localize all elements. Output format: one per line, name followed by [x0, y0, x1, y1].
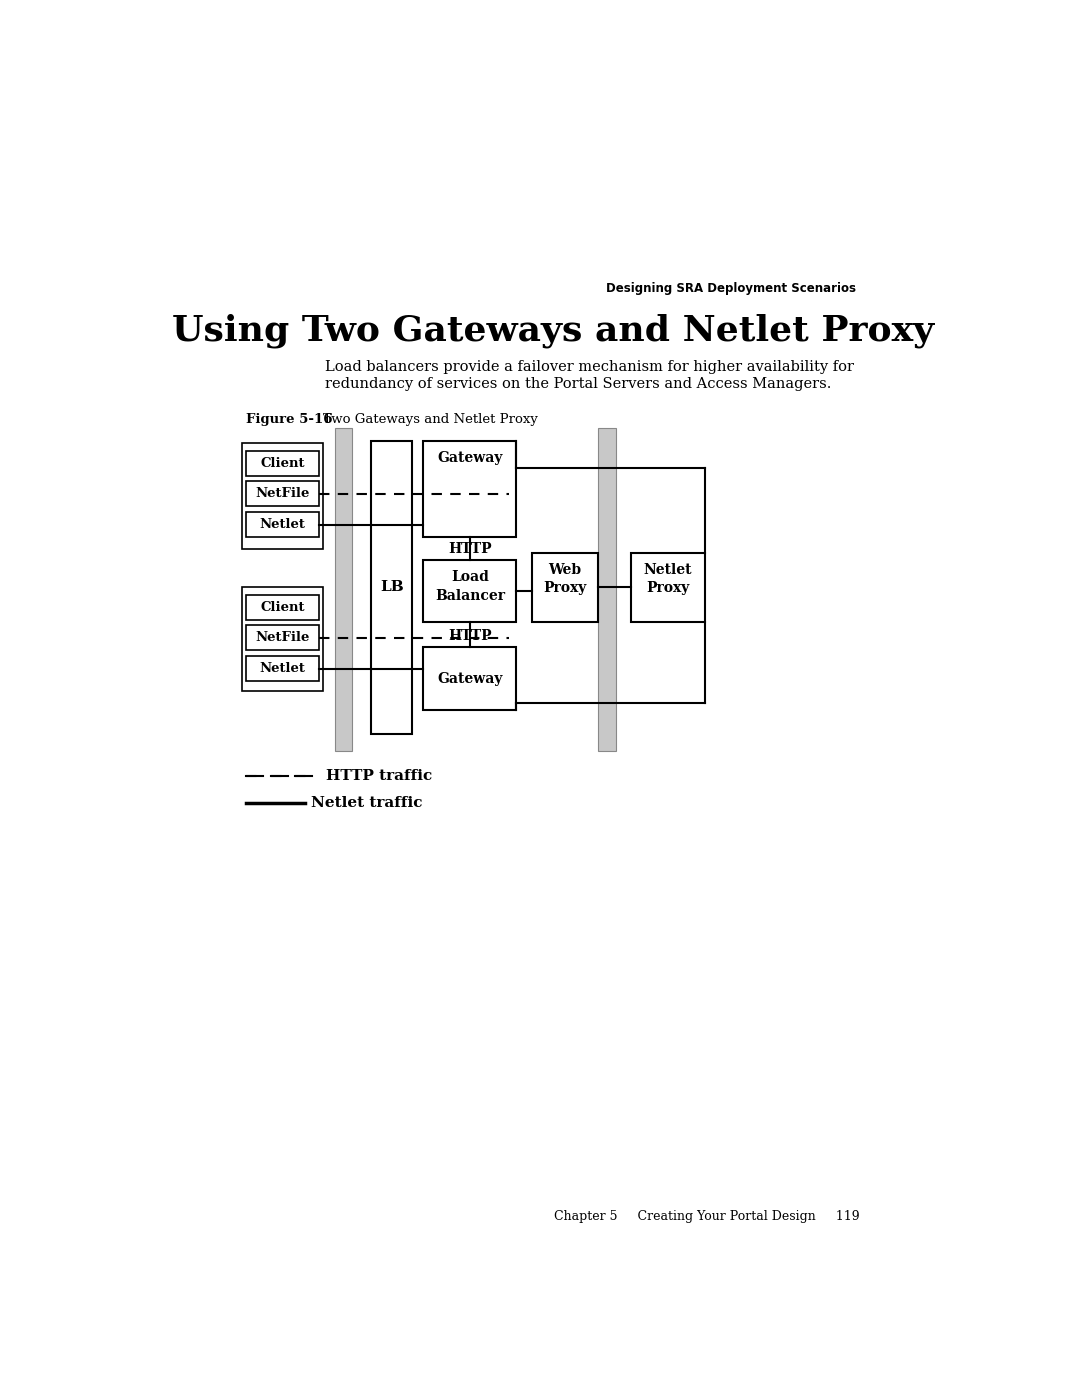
Bar [372, 441, 413, 733]
Text: Load balancers provide a failover mechanism for higher availability for: Load balancers provide a failover mechan… [325, 360, 854, 374]
Text: Web: Web [549, 563, 582, 577]
Text: Proxy: Proxy [646, 581, 689, 595]
Text: Netlet: Netlet [259, 662, 306, 675]
Text: NetFile: NetFile [256, 631, 310, 644]
Text: Balancer: Balancer [435, 588, 504, 602]
Bar [335, 427, 352, 752]
Text: Load: Load [450, 570, 489, 584]
Bar [246, 481, 320, 507]
Bar [531, 553, 598, 622]
Text: Designing SRA Deployment Scenarios: Designing SRA Deployment Scenarios [606, 282, 855, 295]
Text: LB: LB [380, 580, 404, 594]
Bar [246, 511, 320, 538]
Text: Two Gateways and Netlet Proxy: Two Gateways and Netlet Proxy [323, 412, 538, 426]
Bar [242, 443, 323, 549]
Text: Gateway: Gateway [437, 451, 502, 465]
Text: HTTP: HTTP [448, 629, 491, 643]
Bar [423, 647, 516, 711]
Text: Proxy: Proxy [543, 581, 586, 595]
Bar [246, 595, 320, 620]
Bar [631, 553, 704, 622]
Text: Gateway: Gateway [437, 672, 502, 686]
Bar [242, 587, 323, 692]
Text: redundancy of services on the Portal Servers and Access Managers.: redundancy of services on the Portal Ser… [325, 377, 832, 391]
Bar [246, 624, 320, 651]
Text: Chapter 5     Creating Your Portal Design     119: Chapter 5 Creating Your Portal Design 11… [554, 1210, 860, 1222]
Text: HTTP: HTTP [448, 542, 491, 556]
Text: NetFile: NetFile [256, 488, 310, 500]
Bar [423, 441, 516, 538]
Bar [598, 427, 616, 752]
Text: Using Two Gateways and Netlet Proxy: Using Two Gateways and Netlet Proxy [173, 314, 934, 348]
Text: Netlet: Netlet [644, 563, 692, 577]
Bar [246, 451, 320, 475]
Text: Client: Client [260, 601, 305, 613]
Text: Netlet: Netlet [259, 518, 306, 531]
Text: Figure 5-16: Figure 5-16 [246, 412, 333, 426]
Text: Netlet traffic: Netlet traffic [311, 796, 422, 810]
Text: Client: Client [260, 457, 305, 469]
Text: HTTP traffic: HTTP traffic [326, 768, 433, 782]
Bar [246, 655, 320, 682]
Bar [423, 560, 516, 622]
